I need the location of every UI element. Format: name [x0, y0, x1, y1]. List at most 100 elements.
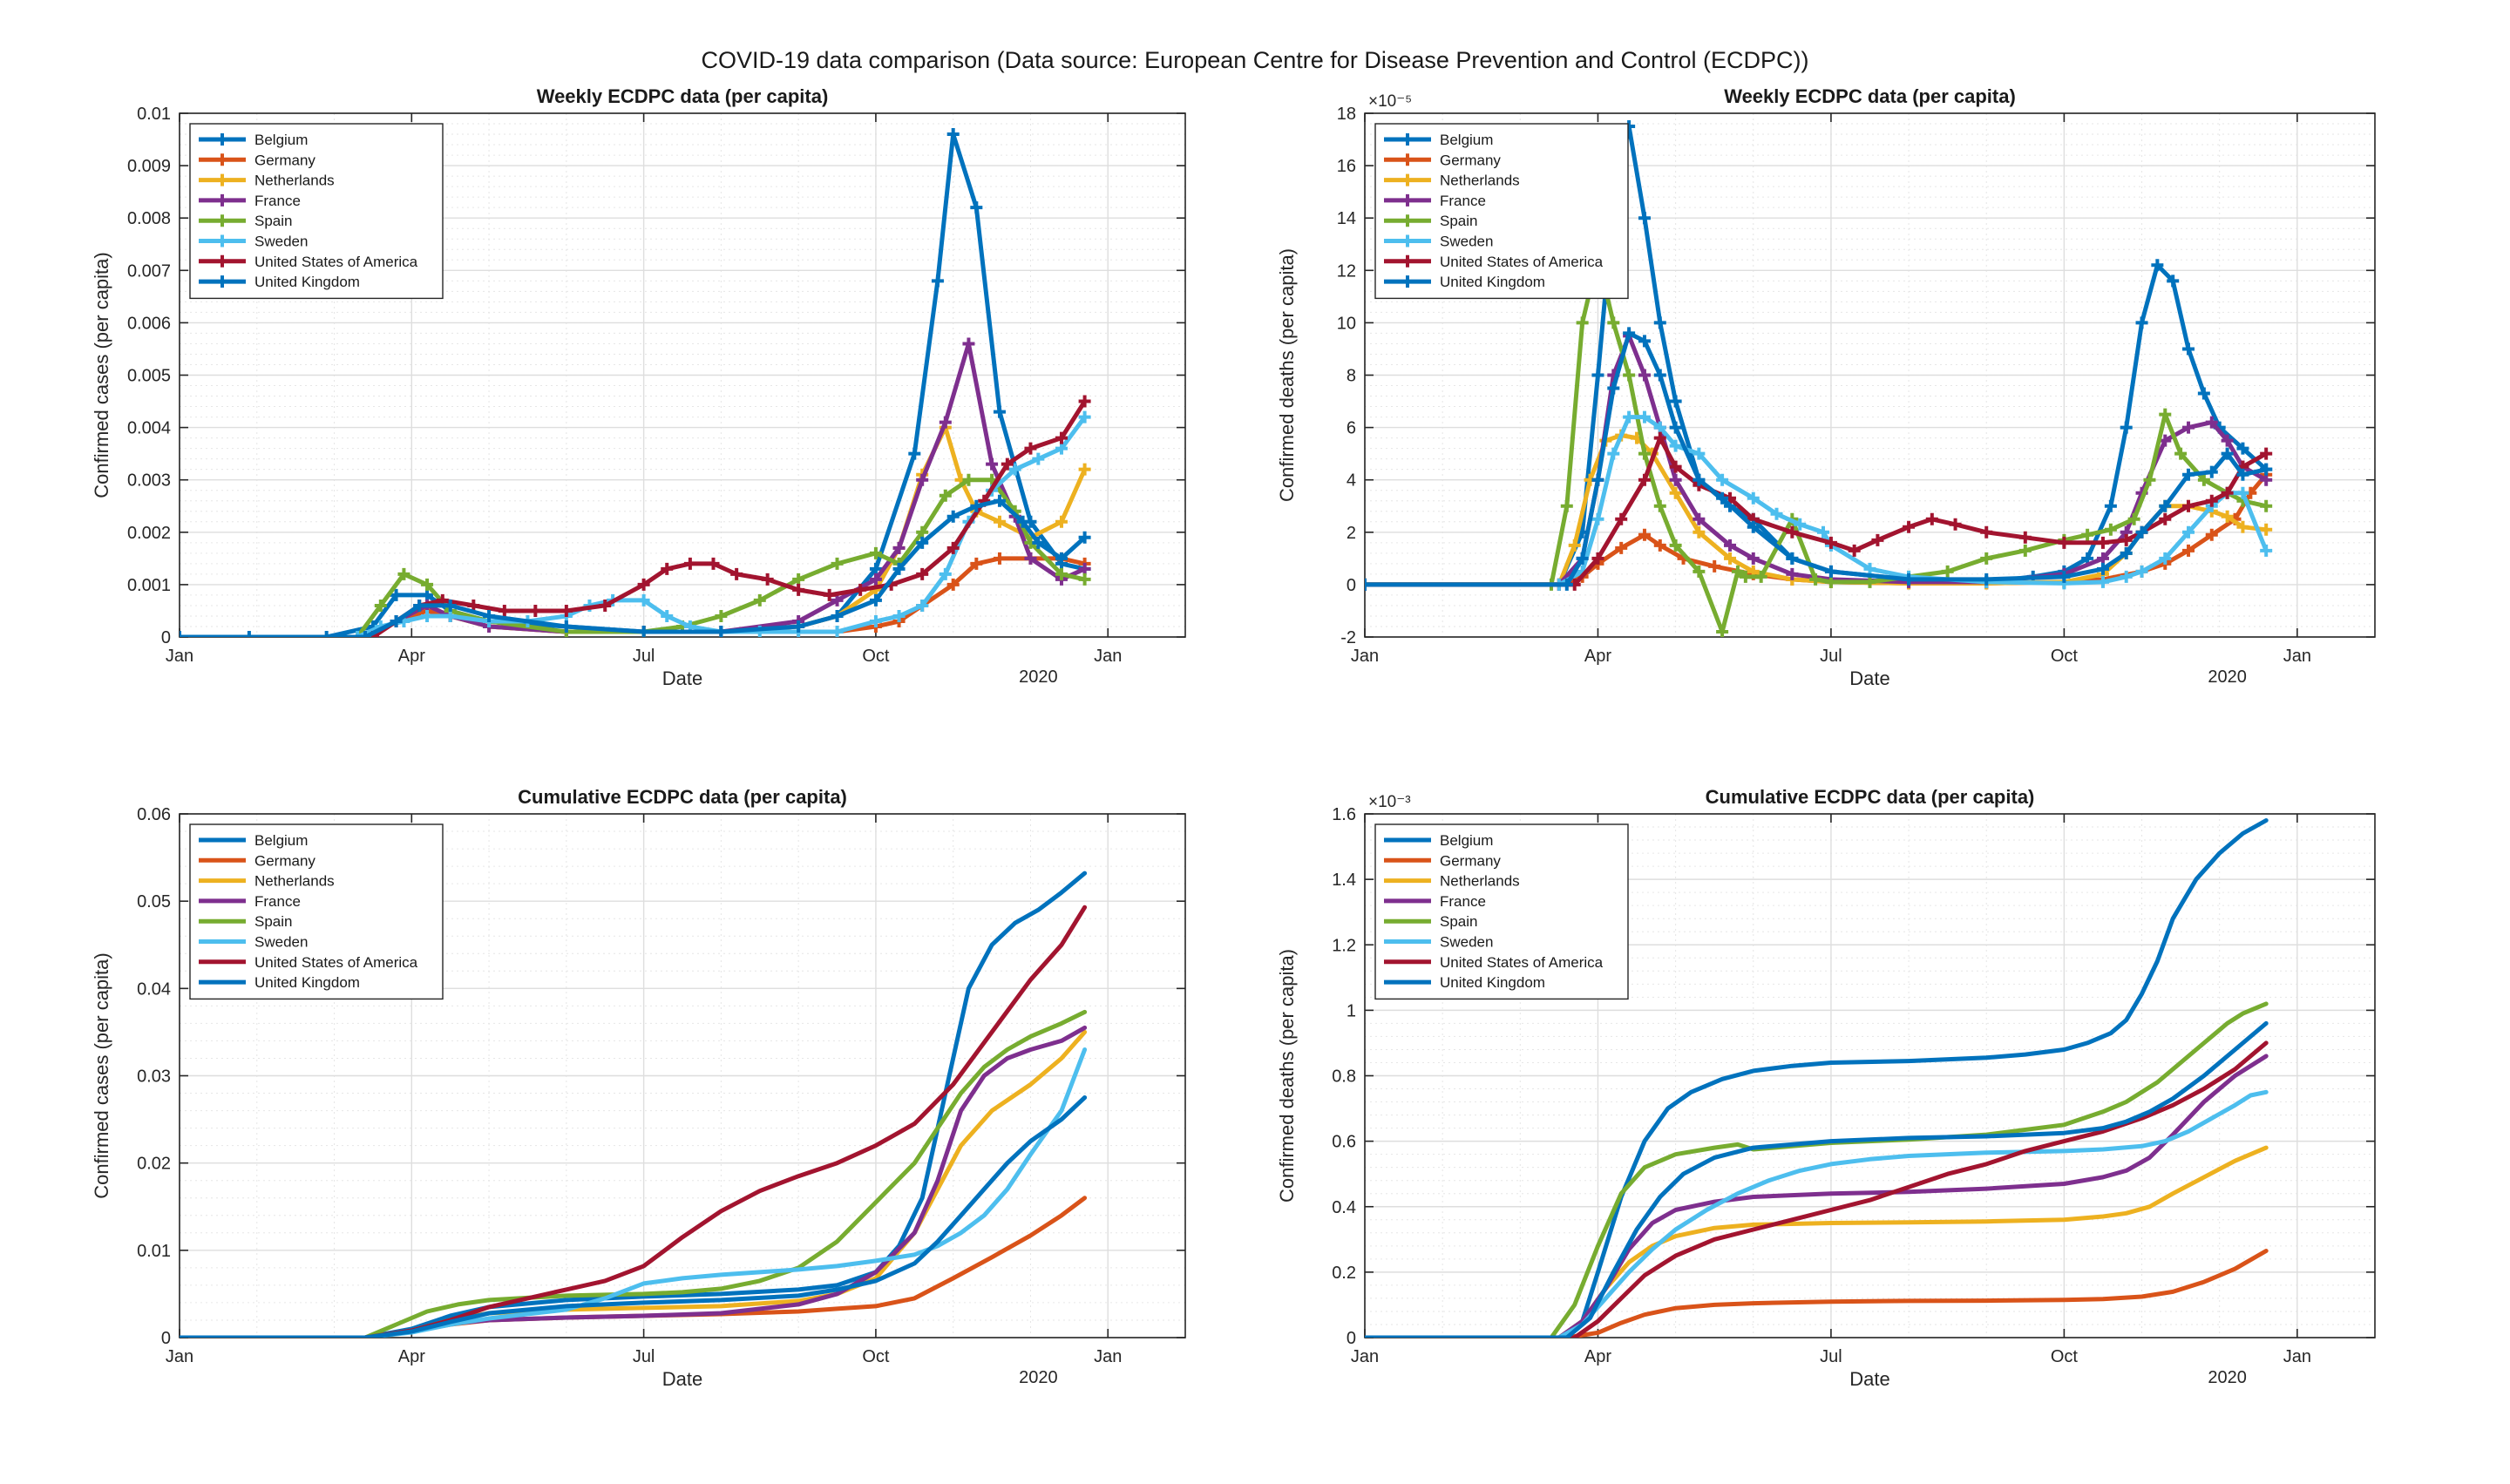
data-point-united-states-of-america: [1591, 552, 1604, 565]
chart-3: 0 0.01 0.02 0.03 0.04 0.05 0.06 Jan Apr Jul Oct Jan…: [91, 786, 1186, 1390]
data-point-belgium: [946, 128, 960, 141]
y-tick-label: 18: [1337, 105, 1356, 124]
x-tick-label: Jan: [2283, 647, 2311, 666]
data-point-sweden: [1747, 491, 1760, 505]
y-tick-label: 0.2: [1332, 1264, 1356, 1283]
data-point-united-kingdom: [1824, 565, 1837, 578]
data-point-united-kingdom: [831, 609, 844, 622]
legend-marker: [1401, 214, 1414, 227]
y-tick-label: 0.003: [127, 471, 171, 491]
data-point-france: [2260, 473, 2273, 486]
data-point-united-kingdom: [1623, 327, 1636, 340]
data-point-spain: [1716, 625, 1729, 637]
x-tick-label: Oct: [862, 647, 890, 666]
data-point-belgium: [2167, 274, 2180, 288]
x-tick-label: Jan: [166, 1347, 193, 1366]
data-point-belgium: [2104, 499, 2117, 512]
data-point-belgium: [320, 631, 333, 637]
data-point-france: [1638, 369, 1651, 382]
data-point-france: [869, 573, 882, 586]
x-tick-label: Jan: [2283, 1347, 2311, 1366]
data-point-germany: [993, 552, 1006, 565]
data-point-united-states-of-america: [1653, 431, 1666, 444]
data-point-sweden: [1078, 410, 1091, 424]
data-point-united-kingdom: [1980, 573, 1993, 586]
data-point-spain: [1863, 575, 1876, 588]
data-point-germany: [946, 578, 960, 591]
legend-label-belgium: Belgium: [1440, 132, 1493, 148]
data-point-united-kingdom: [2205, 465, 2218, 478]
series-line-united-states-of-america: [180, 905, 1088, 1338]
legend-label-spain: Spain: [254, 913, 292, 930]
x-tick-label: Jul: [633, 1347, 655, 1366]
legend-box: [189, 823, 444, 1000]
series-line-sweden: [180, 1047, 1088, 1338]
data-point-sweden: [2236, 486, 2249, 499]
legend-label-united-kingdom: United Kingdom: [254, 274, 360, 290]
data-point-sweden: [2120, 570, 2133, 583]
data-point-netherlands: [1693, 525, 1706, 539]
y-tick-label: 0.008: [127, 209, 171, 228]
figure-title: COVID-19 data comparison (Data source: E…: [701, 47, 1809, 73]
data-point-france: [1724, 539, 1737, 552]
data-point-united-kingdom: [993, 494, 1006, 507]
data-point-sweden: [1770, 507, 1783, 520]
data-point-germany: [2182, 544, 2195, 557]
data-point-sweden: [1623, 410, 1636, 424]
series-line-united-kingdom: [1365, 1020, 2269, 1338]
y-tick-label: -2: [1340, 628, 1356, 647]
series-group: [180, 871, 1088, 1338]
data-point-belgium: [1669, 395, 1682, 408]
data-point-spain: [2143, 473, 2156, 486]
data-point-united-states-of-america: [637, 578, 650, 591]
legend-label-germany: Germany: [1440, 152, 1501, 168]
data-point-sweden: [1863, 562, 1876, 575]
data-point-united-states-of-america: [1669, 460, 1682, 473]
data-point-united-kingdom: [946, 510, 960, 523]
data-point-belgium: [242, 631, 255, 637]
data-point-netherlands: [2221, 510, 2234, 523]
data-point-united-kingdom: [2260, 463, 2273, 476]
data-point-spain: [962, 473, 975, 486]
data-point-belgium: [993, 405, 1006, 418]
legend-label-united-kingdom: United Kingdom: [1440, 974, 1545, 991]
legend-label-sweden: Sweden: [1440, 234, 1493, 250]
data-point-united-states-of-america: [1925, 512, 1938, 525]
data-point-spain: [374, 599, 387, 612]
data-point-spain: [1560, 499, 1573, 512]
y-tick-label: 0.007: [127, 261, 171, 281]
data-point-germany: [1708, 559, 1721, 573]
legend-label-germany: Germany: [254, 152, 315, 168]
data-point-belgium: [2120, 421, 2133, 434]
data-point-germany: [970, 557, 983, 570]
legend-marker: [1401, 193, 1414, 207]
chart-title: Cumulative ECDPC data (per capita): [518, 786, 847, 808]
legend-label-france: France: [1440, 193, 1486, 209]
data-point-united-kingdom: [1591, 473, 1604, 486]
data-point-sweden: [351, 631, 364, 637]
y-tick-label: 1.6: [1332, 805, 1356, 824]
data-point-sweden: [1055, 442, 1068, 455]
data-point-spain: [831, 557, 844, 570]
chart-1: 0 0.001 0.002 0.003 0.004 0.005 0.006 0.007 0.00…: [91, 85, 1186, 689]
data-point-united-kingdom: [2159, 499, 2172, 512]
data-point-united-states-of-america: [1615, 512, 1628, 525]
data-point-united-kingdom: [359, 631, 372, 637]
data-point-belgium: [421, 588, 434, 601]
data-point-united-states-of-america: [2096, 536, 2109, 549]
y-tick-label: 0.8: [1332, 1067, 1356, 1087]
data-point-united-kingdom: [916, 536, 929, 549]
data-point-sweden: [1716, 473, 1729, 486]
data-point-france: [2221, 434, 2234, 447]
data-point-united-kingdom: [892, 562, 906, 575]
y-tick-label: 1.4: [1332, 871, 1356, 890]
x-tick-label: Jan: [1094, 647, 1122, 666]
y-tick-label: 0: [1347, 1329, 1356, 1348]
data-point-united-states-of-america: [730, 567, 743, 580]
data-point-france: [986, 457, 999, 471]
x-tick-label: Jul: [633, 647, 655, 666]
legend-label-netherlands: Netherlands: [1440, 873, 1520, 890]
data-point-united-states-of-america: [1078, 395, 1091, 408]
legend-box: [1374, 123, 1629, 300]
